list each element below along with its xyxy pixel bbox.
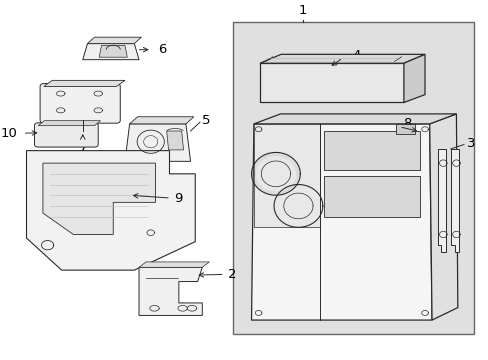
FancyBboxPatch shape [34,123,98,147]
Text: 1: 1 [298,4,307,17]
Text: 5: 5 [202,114,210,127]
Polygon shape [99,45,127,57]
Bar [395,124,414,134]
Polygon shape [403,54,424,103]
Polygon shape [253,114,455,124]
Text: 8: 8 [402,117,410,130]
Bar [232,22,473,334]
Polygon shape [166,131,183,150]
Polygon shape [139,262,209,267]
Text: 10: 10 [0,127,17,140]
Polygon shape [87,37,141,44]
Text: 3: 3 [466,137,475,150]
Bar [324,131,420,170]
Text: 4: 4 [352,49,360,62]
Polygon shape [429,114,457,320]
Bar [324,176,420,217]
Text: 2: 2 [227,268,236,281]
Polygon shape [43,163,155,234]
Polygon shape [450,149,458,252]
Polygon shape [260,63,403,103]
Polygon shape [437,149,445,252]
Polygon shape [260,54,424,63]
Polygon shape [251,124,431,320]
Polygon shape [253,124,319,227]
Polygon shape [125,124,190,161]
Text: 6: 6 [158,43,166,56]
Polygon shape [129,117,193,124]
Polygon shape [44,80,125,86]
Polygon shape [139,267,202,315]
FancyBboxPatch shape [40,84,120,123]
Polygon shape [26,150,195,270]
Text: 7: 7 [79,143,87,156]
Polygon shape [82,44,139,60]
Polygon shape [38,121,101,126]
Text: 9: 9 [174,192,182,205]
